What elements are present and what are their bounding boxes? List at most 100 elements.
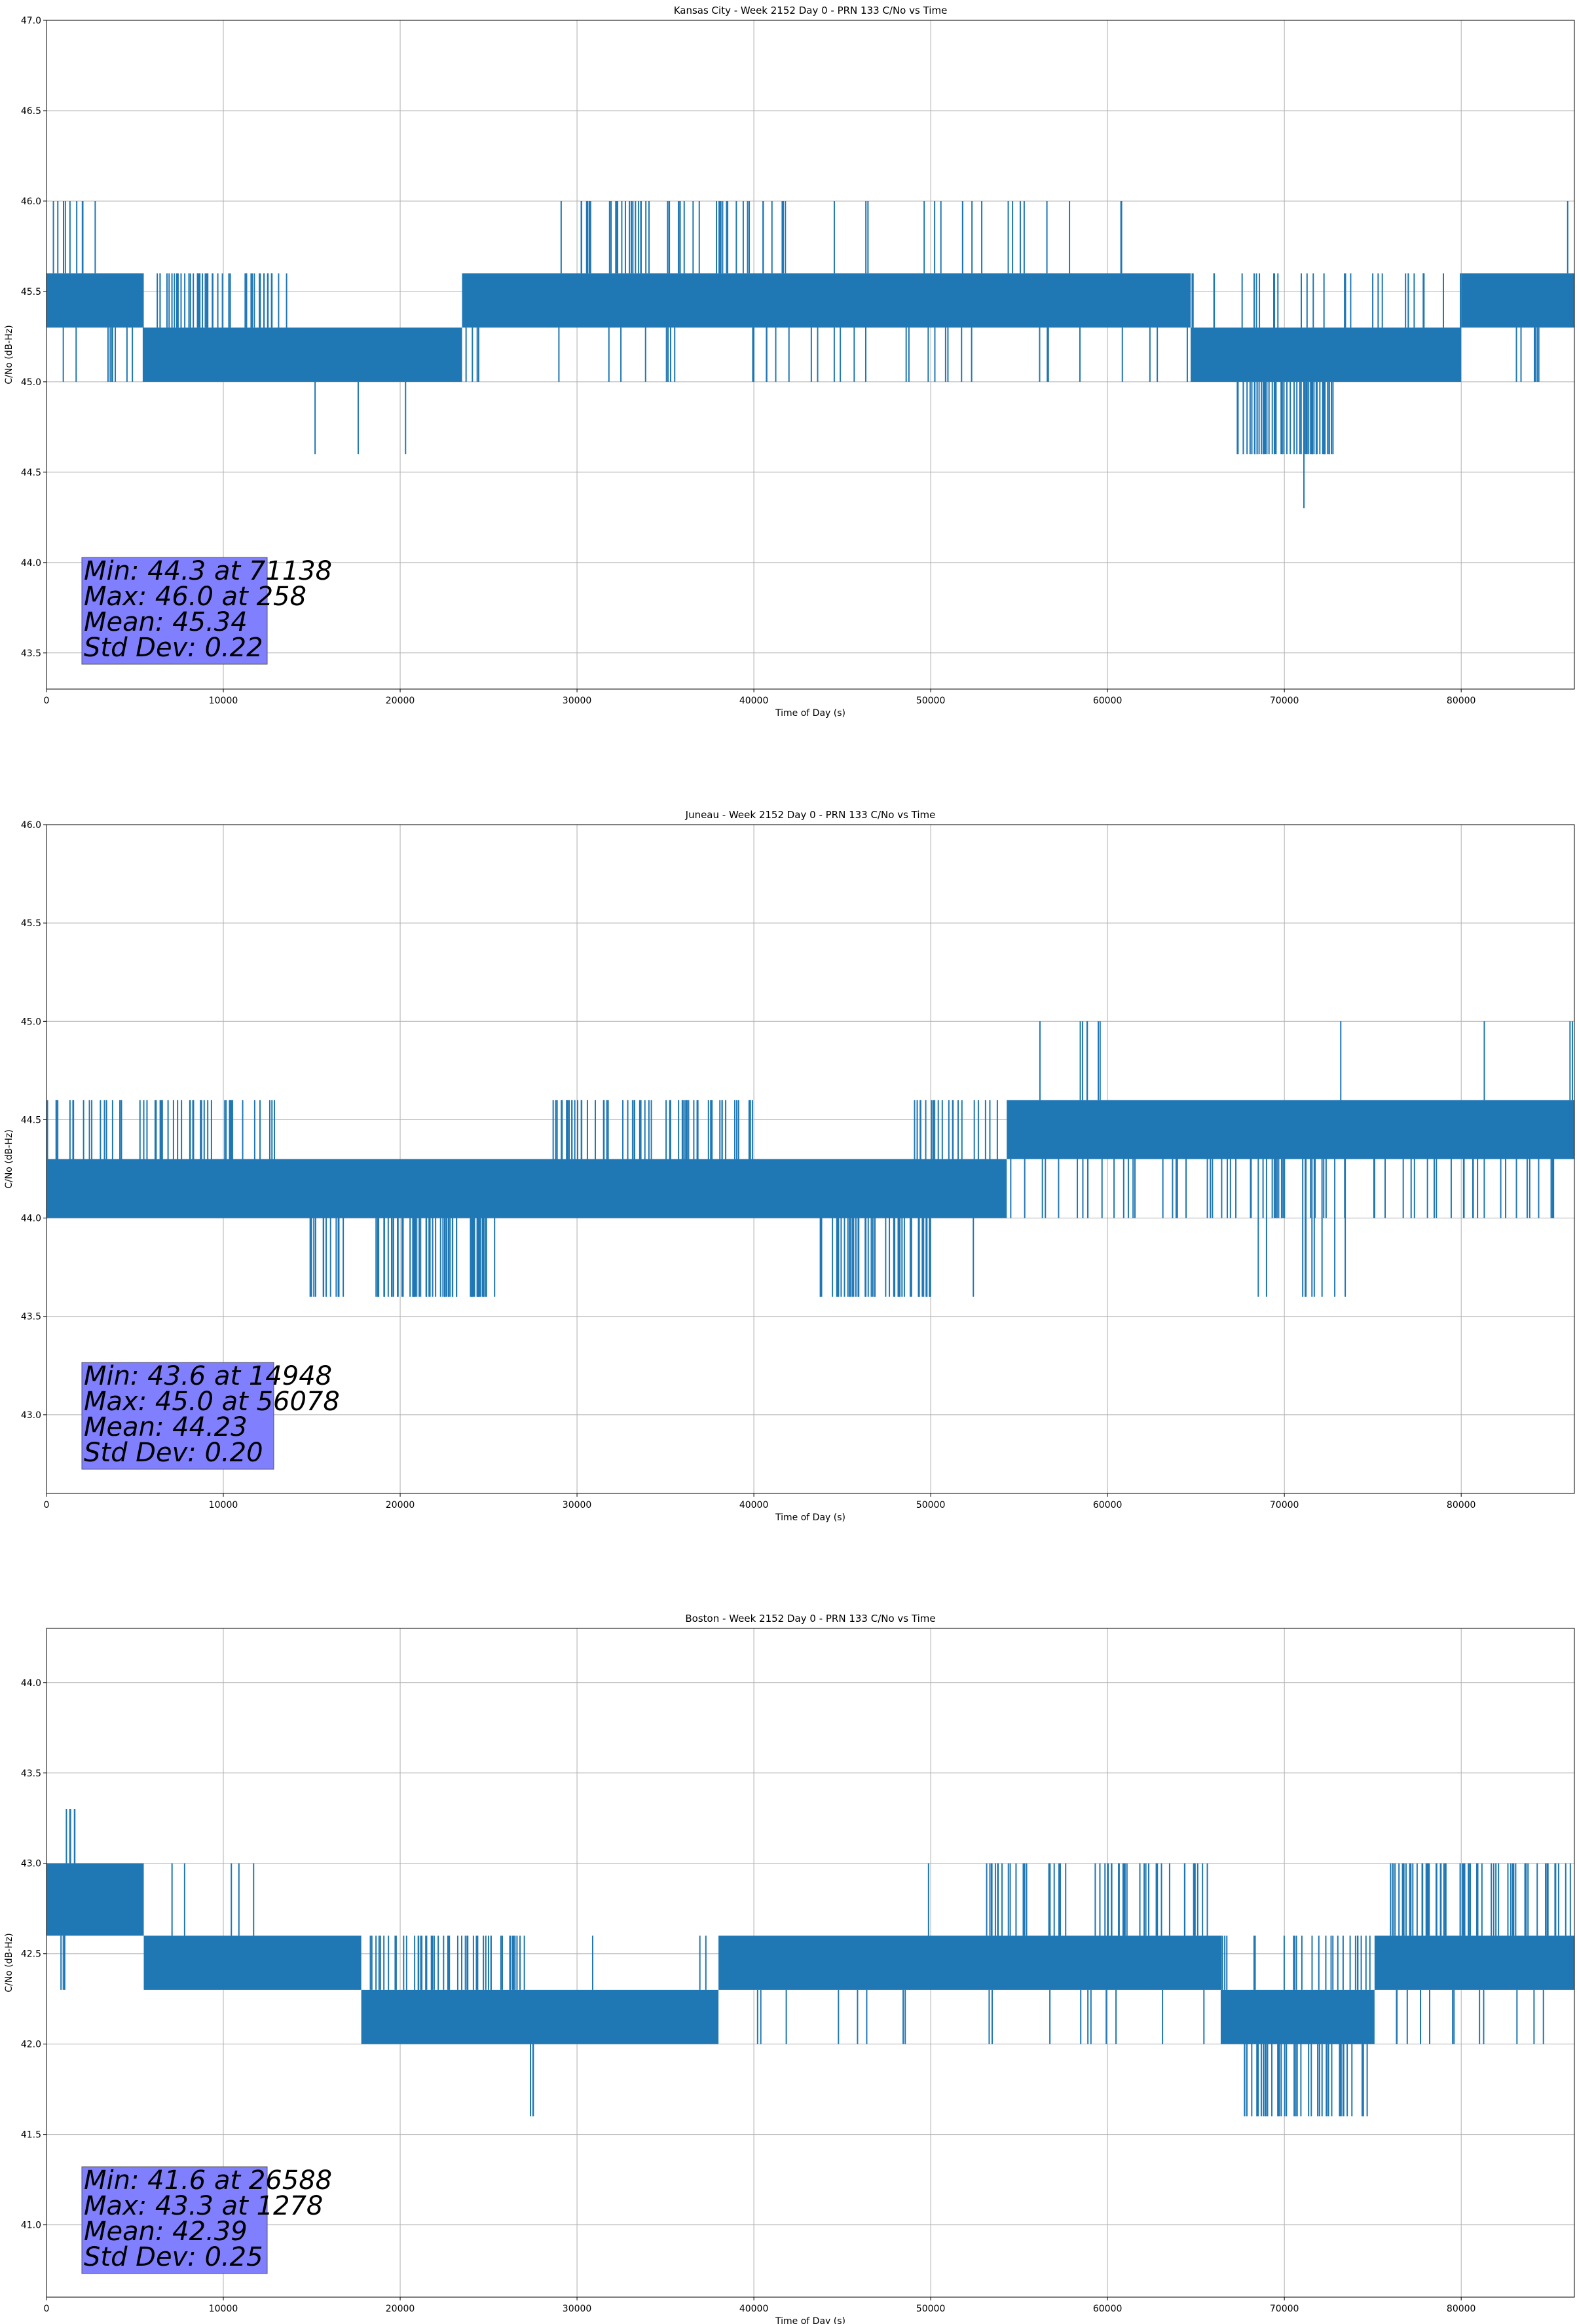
x-tick-label: 30000 [563, 696, 592, 706]
x-tick-label: 20000 [386, 1500, 415, 1510]
stats-box: Min: 44.3 at 71138 Max: 46.0 at 258 Mean… [81, 556, 332, 665]
x-tick-label: 30000 [563, 1500, 592, 1510]
stat-max: Max: 46.0 at 258 [84, 582, 306, 612]
data-series [46, 1809, 1574, 2117]
y-tick-label: 42.0 [21, 2040, 41, 2050]
y-tick-label: 47.0 [21, 16, 41, 26]
x-tick-label: 10000 [209, 1500, 238, 1510]
data-band [1461, 273, 1574, 328]
axes-frame [46, 20, 1575, 690]
y-axis-label: C/No (dB-Hz) [4, 1129, 14, 1188]
ticks: 0 10000 20000 30000 40000 50000 60000 70000 8000… [21, 820, 1476, 1510]
data-band [46, 273, 144, 328]
y-tick-label: 41.5 [21, 2130, 41, 2141]
stats-box-background [81, 557, 268, 665]
y-tick-label: 46.0 [21, 197, 41, 207]
y-axis-label: C/No (dB-Hz) [4, 325, 14, 384]
x-tick-label: 80000 [1447, 2304, 1476, 2314]
data-band [361, 1989, 719, 2044]
y-tick-label: 45.0 [21, 377, 41, 388]
y-tick-label: 42.5 [21, 1949, 41, 1960]
data-band [1374, 1936, 1574, 1990]
x-tick-label: 70000 [1270, 2304, 1299, 2314]
stat-mean: Mean: 44.23 [84, 1412, 248, 1442]
x-tick-label: 0 [44, 1500, 50, 1510]
plot-title: Boston - Week 2152 Day 0 - PRN 133 C/No … [685, 1613, 935, 1624]
x-tick-label: 40000 [739, 1500, 769, 1510]
data-band [1007, 1100, 1574, 1159]
x-tick-label: 10000 [209, 2304, 238, 2314]
stat-min: Min: 41.6 at 26588 [84, 2165, 332, 2196]
stat-std-dev: Std Dev: 0.20 [84, 1438, 263, 1468]
plot-juneau: 0 10000 20000 30000 40000 50000 60000 70000 8000… [4, 809, 1575, 1523]
data-band [143, 328, 462, 382]
plot-boston: 0 10000 20000 30000 40000 50000 60000 70000 8000… [4, 1613, 1575, 2324]
stat-max: Max: 45.0 at 56078 [84, 1387, 340, 1417]
x-tick-label: 60000 [1093, 1500, 1122, 1510]
stat-min: Min: 43.6 at 14948 [84, 1361, 332, 1391]
stats-box: Min: 41.6 at 26588 Max: 43.3 at 1278 Mea… [81, 2165, 332, 2274]
x-tick-label: 40000 [739, 696, 769, 706]
x-tick-label: 60000 [1093, 2304, 1122, 2314]
data-band [46, 1863, 144, 1936]
y-tick-label: 43.5 [21, 1312, 41, 1322]
stat-min: Min: 44.3 at 71138 [84, 556, 332, 586]
x-tick-label: 20000 [386, 696, 415, 706]
y-tick-label: 44.5 [21, 1115, 41, 1125]
y-tick-label: 45.5 [21, 287, 41, 297]
x-axis-label: Time of Day (s) [775, 2316, 845, 2324]
plot-kansas-city: 0 10000 20000 30000 40000 50000 60000 70000 8000… [4, 5, 1575, 719]
axes-frame [46, 1628, 1575, 2298]
y-axis-label: C/No (dB-Hz) [4, 1933, 14, 1992]
ticks: 0 10000 20000 30000 40000 50000 60000 70000 8000… [21, 1678, 1476, 2314]
x-tick-label: 60000 [1093, 696, 1122, 706]
x-tick-label: 80000 [1447, 1500, 1476, 1510]
plot-title: Kansas City - Week 2152 Day 0 - PRN 133 … [674, 5, 948, 16]
plot-title: Juneau - Week 2152 Day 0 - PRN 133 C/No … [685, 809, 936, 821]
stats-box-background [81, 2166, 268, 2274]
data-band [46, 1159, 1007, 1218]
x-axis-label: Time of Day (s) [775, 708, 845, 719]
data-band [1220, 1989, 1375, 2044]
y-tick-label: 43.5 [21, 648, 41, 659]
x-tick-label: 80000 [1447, 696, 1476, 706]
stat-mean: Mean: 42.39 [84, 2217, 248, 2247]
data-series [46, 200, 1574, 509]
x-tick-label: 40000 [739, 2304, 769, 2314]
stats-box-background [81, 1362, 274, 1470]
data-band [718, 1936, 1221, 1990]
axes-frame [46, 824, 1575, 1494]
x-axis-label: Time of Day (s) [775, 1512, 845, 1523]
x-tick-label: 20000 [386, 2304, 415, 2314]
stat-std-dev: Std Dev: 0.22 [84, 633, 263, 663]
y-tick-label: 46.5 [21, 106, 41, 117]
y-tick-label: 45.0 [21, 1017, 41, 1027]
y-tick-label: 44.0 [21, 1214, 41, 1224]
x-tick-label: 50000 [916, 1500, 946, 1510]
data-band [462, 273, 1191, 328]
stat-std-dev: Std Dev: 0.25 [84, 2242, 263, 2272]
stat-mean: Mean: 45.34 [84, 607, 248, 637]
data-band [143, 1936, 362, 1990]
y-tick-label: 44.5 [21, 468, 41, 478]
y-tick-label: 45.5 [21, 918, 41, 929]
x-tick-label: 50000 [916, 2304, 946, 2314]
data-series [46, 1021, 1574, 1297]
x-tick-label: 70000 [1270, 1500, 1299, 1510]
stats-box: Min: 43.6 at 14948 Max: 45.0 at 56078 Me… [81, 1361, 340, 1470]
x-tick-label: 50000 [916, 696, 946, 706]
y-tick-label: 43.0 [21, 1859, 41, 1869]
stat-max: Max: 43.3 at 1278 [84, 2191, 323, 2221]
y-tick-label: 44.0 [21, 558, 41, 569]
x-tick-label: 70000 [1270, 696, 1299, 706]
y-tick-label: 43.5 [21, 1769, 41, 1779]
ticks: 0 10000 20000 30000 40000 50000 60000 70000 8000… [21, 16, 1476, 706]
y-tick-label: 44.0 [21, 1678, 41, 1689]
x-tick-label: 10000 [209, 696, 238, 706]
x-tick-label: 30000 [563, 2304, 592, 2314]
grid [46, 20, 1574, 689]
y-tick-label: 43.0 [21, 1410, 41, 1421]
y-tick-label: 41.0 [21, 2221, 41, 2231]
data-band [1191, 328, 1462, 382]
